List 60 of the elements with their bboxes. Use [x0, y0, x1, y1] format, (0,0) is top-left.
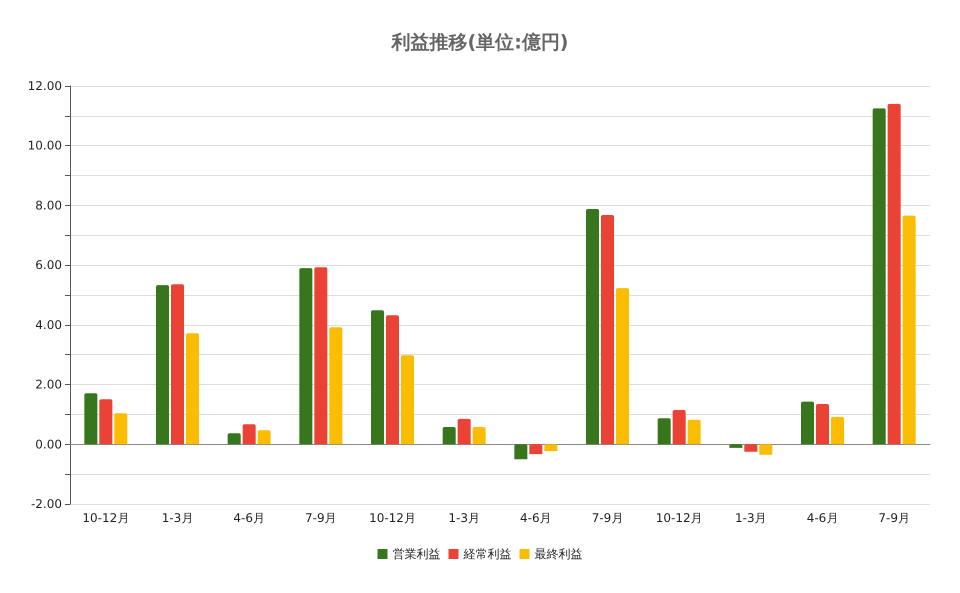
bar [688, 420, 701, 444]
chart-title: 利益推移(単位:億円) [390, 32, 568, 54]
bar [156, 285, 170, 444]
bar [544, 444, 558, 452]
x-tick-label: 10-12月 [656, 511, 703, 525]
bar [472, 426, 486, 444]
bar [329, 327, 342, 444]
y-tick-label: -2.00 [30, 497, 62, 511]
bar [228, 433, 241, 444]
bar [902, 216, 916, 444]
bar [816, 404, 830, 444]
bar [616, 288, 629, 444]
bar [458, 418, 471, 444]
bar [84, 393, 98, 444]
bar [744, 444, 758, 452]
bar [888, 104, 901, 444]
bar [400, 355, 414, 444]
bar [658, 418, 671, 444]
bar [386, 315, 400, 444]
legend-label: 経常利益 [462, 547, 512, 561]
bar [170, 284, 184, 444]
bar [371, 310, 384, 444]
x-tick-label: 1-3月 [735, 511, 767, 525]
x-tick-label: 4-6月 [806, 511, 838, 525]
legend-label: 最終利益 [534, 547, 582, 561]
x-tick-label: 7-9月 [592, 511, 624, 525]
bar [314, 267, 328, 444]
x-tick-label: 10-12月 [369, 511, 416, 525]
bar [872, 108, 886, 444]
bar [99, 399, 112, 444]
x-tick-label: 1-3月 [162, 511, 194, 525]
bar [586, 209, 600, 444]
bar [729, 444, 742, 448]
bar [114, 413, 128, 444]
bar [514, 444, 528, 460]
x-tick-label: 7-9月 [878, 511, 910, 525]
bar [801, 402, 814, 444]
x-tick-label: 10-12月 [82, 511, 130, 525]
x-tick-label: 4-6月 [520, 511, 552, 525]
bar [600, 214, 614, 444]
bar [258, 430, 271, 444]
y-tick-label: 4.00 [35, 318, 62, 332]
y-tick-label: 12.00 [28, 79, 62, 93]
x-tick-label: 7-9月 [305, 511, 337, 525]
bar [759, 444, 772, 455]
bar [830, 416, 844, 444]
bar [299, 268, 312, 444]
x-tick-label: 4-6月 [233, 511, 265, 525]
x-tick-label: 1-3月 [448, 511, 480, 525]
bar [186, 333, 199, 444]
legend-label: 営業利益 [392, 547, 440, 561]
bar [672, 410, 686, 444]
y-tick-label: 6.00 [35, 258, 62, 272]
bar [242, 424, 256, 444]
y-tick-label: 0.00 [35, 437, 62, 452]
bar [529, 444, 542, 454]
y-tick-label: 2.00 [35, 378, 62, 392]
bar [442, 426, 456, 444]
y-tick-label: 8.00 [35, 198, 62, 212]
y-tick-label: 10.00 [28, 138, 62, 153]
